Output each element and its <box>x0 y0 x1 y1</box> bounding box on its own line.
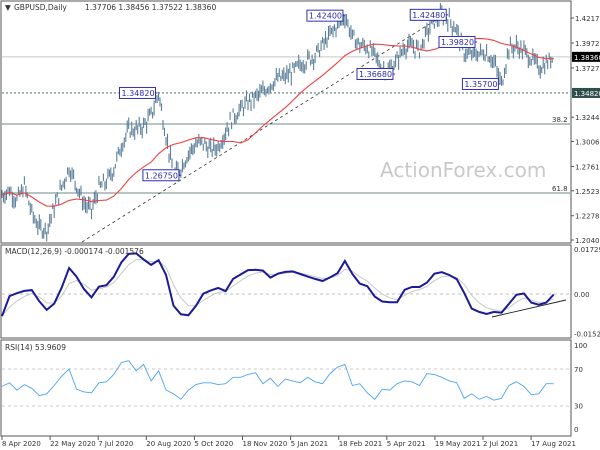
annotation-box <box>461 77 499 90</box>
price-axis-label: 1.42170 <box>575 15 600 23</box>
price-axis-label: 1.20400 <box>575 237 600 245</box>
price-tag-current <box>572 51 600 62</box>
rsi-axis-label: 100 <box>574 342 587 350</box>
price-axis-label: 1.25230 <box>575 188 600 196</box>
macd-title: MACD(12,26,9) -0.000174 -0.001576 <box>5 247 144 256</box>
date-axis-label: 5 Oct 2020 <box>194 440 233 448</box>
annotation-label: 1.34820 <box>121 89 154 98</box>
watermark: ActionForex.com <box>380 158 546 182</box>
date-axis-label: 18 Feb 2021 <box>339 440 383 448</box>
annotation-box <box>438 35 476 48</box>
date-axis-label: 8 Apr 2020 <box>2 440 41 448</box>
price-axis-label: 1.27610 <box>575 163 600 171</box>
annotation-box <box>306 9 344 22</box>
price-axis-label: 1.37270 <box>575 65 600 73</box>
date-axis-label: 22 May 2020 <box>50 440 96 448</box>
macd-axis-label: -0.015278 <box>574 331 600 339</box>
price-tag-text: 1.38360 <box>574 54 600 62</box>
annotation-box <box>142 169 180 182</box>
annotation-label: 1.39820 <box>441 38 474 47</box>
date-axis-label: 5 Apr 2021 <box>387 440 426 448</box>
annotation-box <box>118 86 156 99</box>
annotation-label: 1.26750 <box>145 171 178 180</box>
annotation-box <box>356 67 394 80</box>
price-axis-label: 1.39720 <box>575 40 600 48</box>
annotation-label: 1.42480 <box>412 11 445 20</box>
annotation-label: 1.42400 <box>309 12 342 21</box>
price-axis-label: 1.22780 <box>575 213 600 221</box>
fib-level-label: 61.8 <box>552 185 568 193</box>
symbol-label: GBPUSD,Daily <box>14 3 67 12</box>
date-axis-label: 2 Jul 2021 <box>483 440 518 448</box>
price-axis-label: 1.32440 <box>575 114 600 122</box>
macd-axis-label: 0.00 <box>574 291 590 299</box>
price-tag-text: 1.34820 <box>574 90 600 98</box>
macd-axis-label: 0.017298 <box>574 246 600 254</box>
macd-line <box>1 252 555 317</box>
date-axis-label: 18 Nov 2020 <box>243 440 288 448</box>
triangle-down-icon[interactable]: ▼ <box>5 3 11 12</box>
date-axis-label: 20 Aug 2020 <box>146 440 191 448</box>
annotation-box <box>409 8 447 21</box>
date-axis-label: 19 May 2021 <box>435 440 481 448</box>
ohlc-readout: 1.37706 1.38456 1.37522 1.38360 <box>85 3 216 12</box>
macd-trendline <box>491 299 567 318</box>
rsi-line <box>1 360 554 401</box>
annotation-label: 1.35700 <box>464 80 497 89</box>
price-axis-label: 1.30060 <box>575 138 600 146</box>
annotation-label: 1.36680 <box>359 70 392 79</box>
date-axis-label: 7 Jul 2020 <box>98 440 133 448</box>
fib-level-label: 38.2 <box>552 116 568 124</box>
price-tag-dashed <box>572 87 600 98</box>
date-axis-label: 5 Jan 2021 <box>291 440 329 448</box>
rsi-axis-label: 30 <box>574 403 583 411</box>
rsi-title: RSI(14) 53.9609 <box>5 343 66 352</box>
rsi-axis-label: 0 <box>574 426 578 434</box>
date-axis-label: 17 Aug 2021 <box>531 440 576 448</box>
rsi-panel <box>0 339 572 437</box>
rsi-axis-label: 70 <box>574 366 583 374</box>
